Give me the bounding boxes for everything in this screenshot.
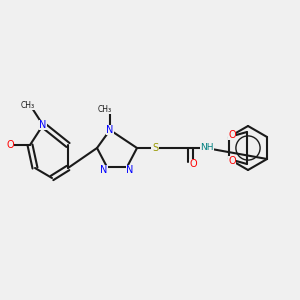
- Text: S: S: [152, 143, 158, 153]
- Text: O: O: [189, 159, 197, 169]
- Text: CH₃: CH₃: [98, 104, 112, 113]
- Text: N: N: [39, 120, 47, 130]
- Text: NH: NH: [200, 142, 214, 152]
- Text: N: N: [126, 165, 134, 175]
- Text: O: O: [6, 140, 14, 150]
- Text: CH₃: CH₃: [21, 100, 35, 109]
- Text: N: N: [106, 125, 114, 135]
- Text: O: O: [228, 130, 236, 140]
- Text: O: O: [228, 156, 236, 166]
- Text: N: N: [100, 165, 108, 175]
